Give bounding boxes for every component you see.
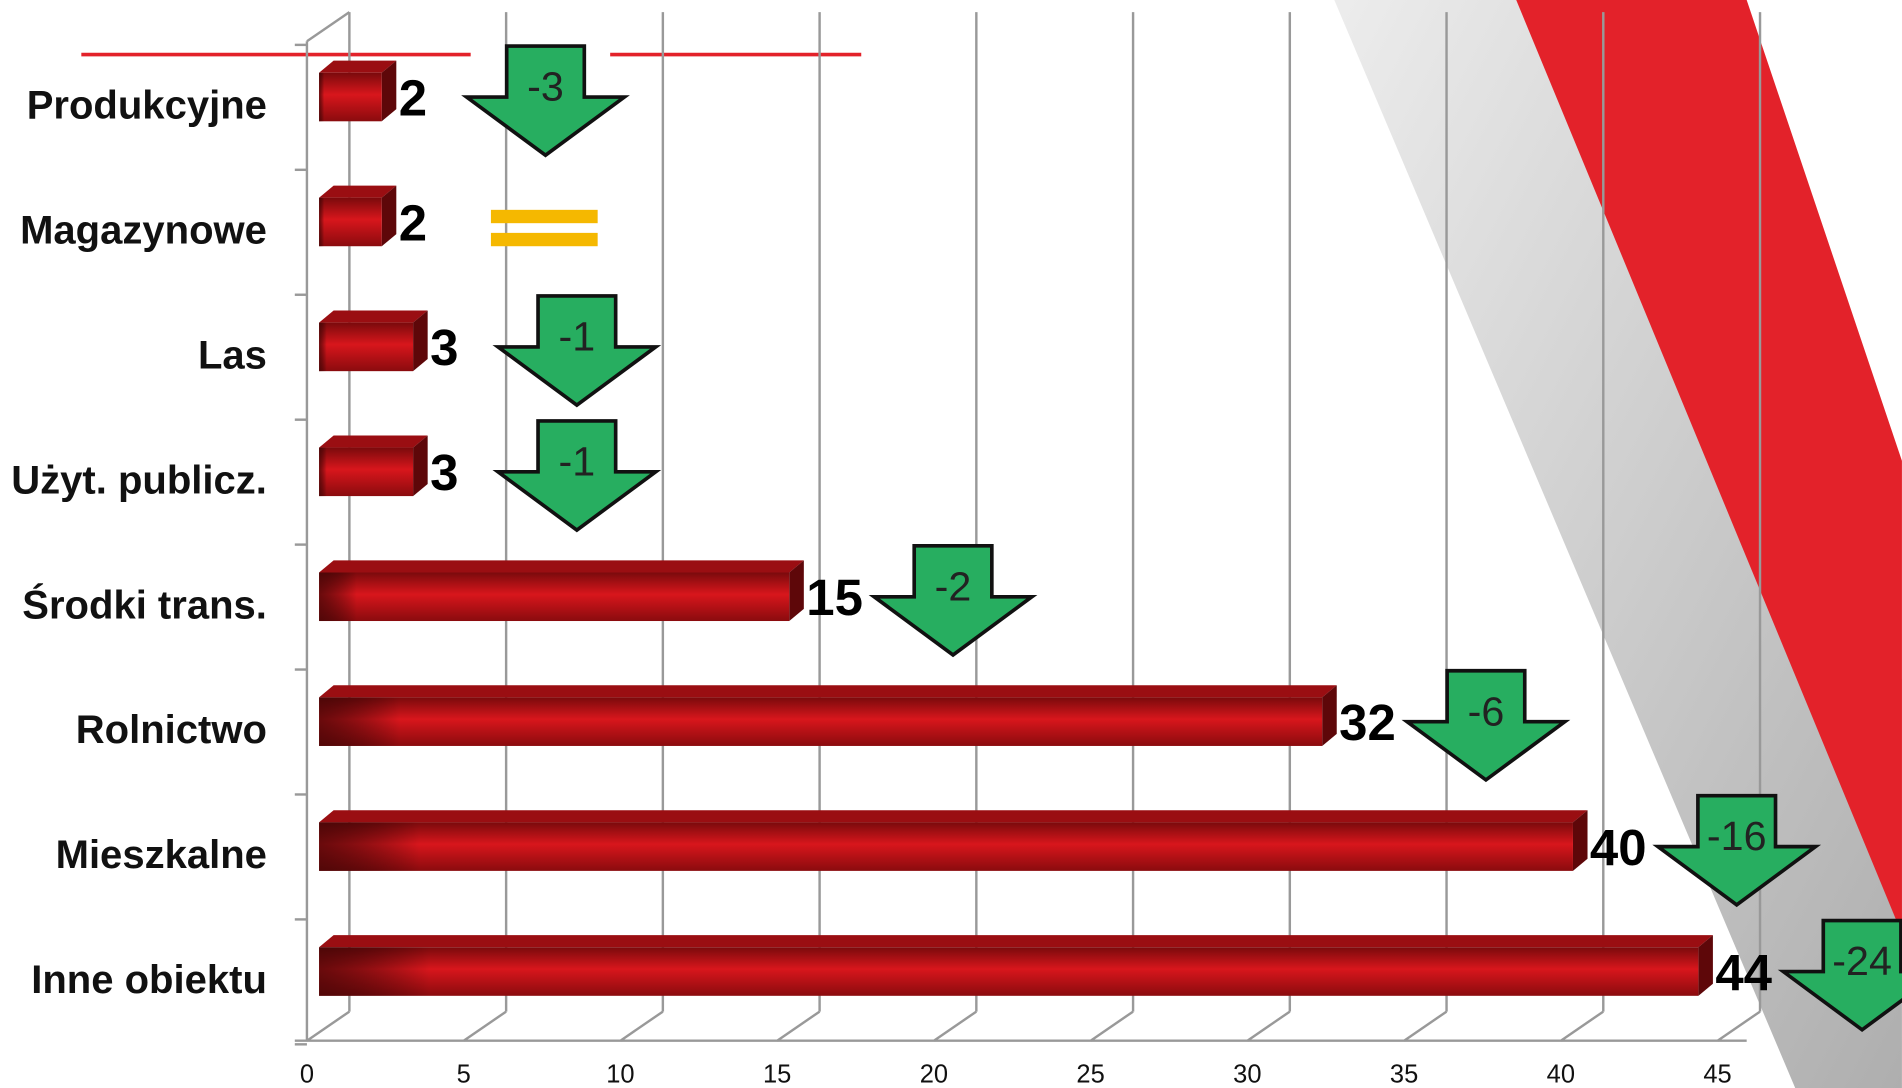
bar xyxy=(319,310,428,372)
change-label: -1 xyxy=(559,314,596,360)
bar-shade xyxy=(319,197,382,247)
change-arrow-shape xyxy=(461,44,630,158)
grid-depth xyxy=(1246,1010,1291,1042)
x-tick-label: 20 xyxy=(920,1061,948,1088)
change-arrow: -1 xyxy=(492,294,662,408)
change-arrow-shape xyxy=(492,419,662,533)
bar-top xyxy=(319,685,1337,698)
category-label: Produkcyjne xyxy=(27,84,267,128)
bar-top xyxy=(319,810,1588,823)
bar-shade xyxy=(319,72,382,122)
bar-side xyxy=(1572,810,1588,871)
x-tick-label: 25 xyxy=(1076,1061,1104,1088)
grid-depth xyxy=(619,1010,664,1042)
category-label: Magazynowe xyxy=(20,208,267,252)
value-label: 3 xyxy=(430,444,458,501)
bar-top xyxy=(319,560,804,573)
value-label: 40 xyxy=(1590,819,1647,876)
grid-depth xyxy=(306,1010,351,1042)
bar xyxy=(319,935,1713,996)
bar-side xyxy=(789,560,804,622)
bar-top xyxy=(319,310,428,323)
bar-shade xyxy=(319,697,1323,746)
change-arrow-shape xyxy=(868,544,1038,658)
value-label: 2 xyxy=(399,69,427,126)
value-label: 15 xyxy=(806,569,863,626)
bar xyxy=(319,60,397,122)
change-label: -24 xyxy=(1832,938,1892,984)
x-tick-label: 5 xyxy=(457,1061,471,1088)
no-change-bar xyxy=(490,209,598,224)
bar-side xyxy=(1322,685,1337,746)
category-label: Las xyxy=(198,333,267,377)
bar-top xyxy=(319,60,397,73)
bar xyxy=(319,435,428,497)
bar-side xyxy=(1698,935,1713,996)
x-tick-label: 15 xyxy=(763,1061,791,1088)
change-arrow: -6 xyxy=(1401,668,1571,783)
grid-depth xyxy=(1716,1010,1761,1042)
category-label: Inne obiektu xyxy=(31,958,267,1002)
y-axis-depth xyxy=(306,11,351,43)
change-arrow: -16 xyxy=(1652,793,1822,908)
no-change xyxy=(490,209,598,247)
category-label: Mieszkalne xyxy=(56,833,267,877)
bar-shade xyxy=(319,447,414,497)
change-arrow: -3 xyxy=(461,44,630,158)
change-label: -16 xyxy=(1707,813,1767,859)
bar-shade xyxy=(319,572,790,622)
bar-top xyxy=(319,435,428,448)
bar xyxy=(319,685,1337,746)
change-arrow-shape xyxy=(492,294,662,408)
value-label: 3 xyxy=(430,319,458,376)
grid-depth xyxy=(933,1010,978,1042)
decor-stripe xyxy=(1516,0,1902,934)
bar xyxy=(319,185,397,247)
value-label: 44 xyxy=(1715,944,1772,1001)
bar-shade xyxy=(319,822,1573,871)
bar-shade xyxy=(319,947,1699,996)
bar-side xyxy=(413,310,428,372)
x-tick-label: 30 xyxy=(1233,1061,1261,1088)
grid-depth xyxy=(1560,1010,1604,1042)
bar-side xyxy=(381,60,397,122)
bar-side xyxy=(381,185,397,247)
x-tick-label: 0 xyxy=(300,1061,314,1088)
x-tick-label: 45 xyxy=(1703,1061,1731,1088)
bar-shade xyxy=(319,322,414,372)
grid-depth xyxy=(1403,1010,1448,1042)
change-label: -6 xyxy=(1468,688,1505,734)
change-arrow-shape xyxy=(1401,668,1571,783)
bar-top xyxy=(319,935,1713,948)
grid-depth xyxy=(776,1010,821,1042)
x-tick-label: 35 xyxy=(1390,1061,1418,1088)
change-label: -3 xyxy=(527,64,564,110)
value-label: 32 xyxy=(1339,694,1396,751)
category-label: Środki trans. xyxy=(22,581,267,627)
category-label: Użyt. publicz. xyxy=(11,458,267,502)
grid-depth xyxy=(462,1010,507,1042)
bar xyxy=(319,560,804,622)
bar xyxy=(319,810,1588,871)
change-label: -1 xyxy=(559,438,596,484)
x-tick-label: 40 xyxy=(1547,1061,1575,1088)
change-arrow: -2 xyxy=(868,544,1038,658)
bar-top xyxy=(319,185,397,198)
change-arrow-shape xyxy=(1652,793,1822,908)
grid-depth xyxy=(1089,1010,1134,1042)
no-change-bar xyxy=(490,232,598,247)
bar-side xyxy=(413,435,428,497)
change-arrow: -1 xyxy=(492,419,662,533)
change-label: -2 xyxy=(935,563,972,609)
x-tick-label: 10 xyxy=(606,1061,634,1088)
value-label: 2 xyxy=(399,194,427,251)
category-label: Rolnictwo xyxy=(76,708,267,752)
